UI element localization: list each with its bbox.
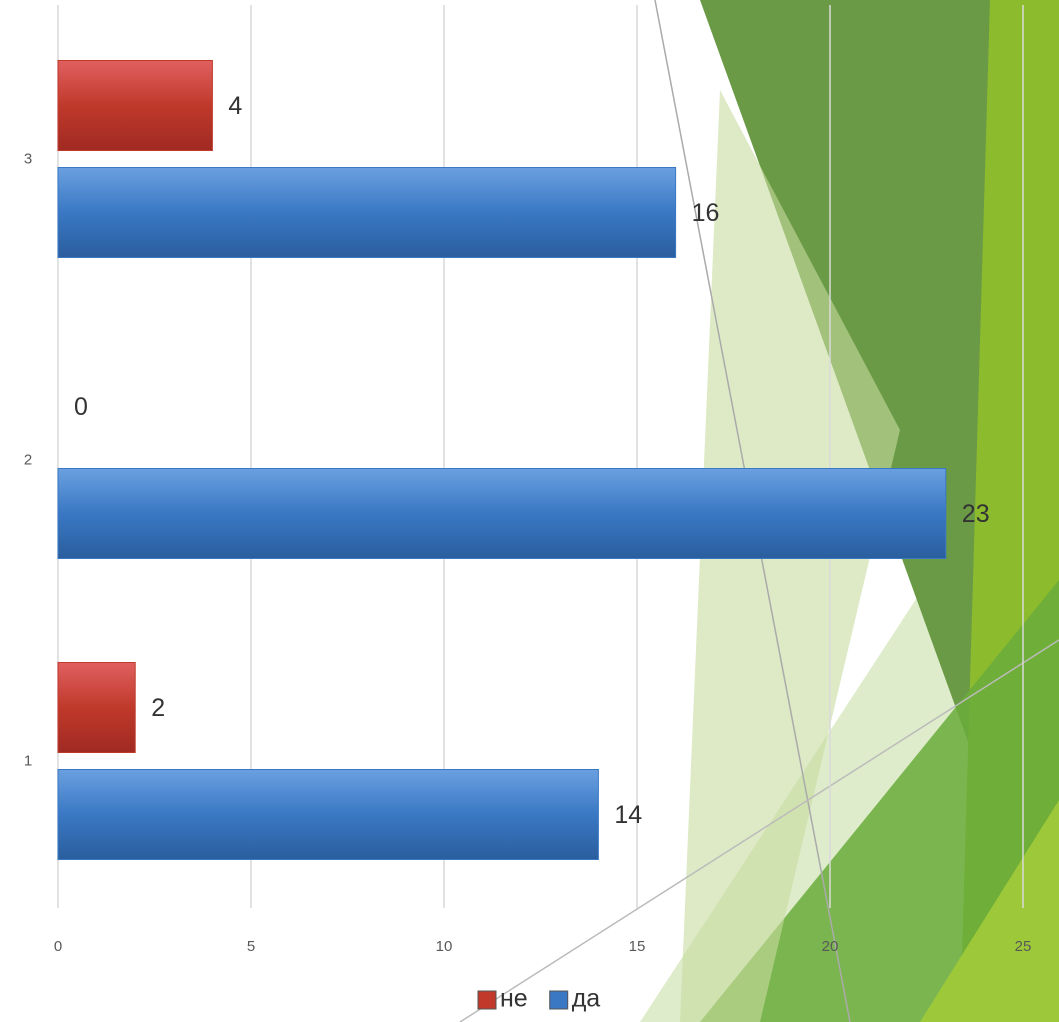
value-label: 2 — [151, 694, 165, 722]
bar — [58, 469, 946, 559]
value-label: 0 — [74, 393, 88, 421]
legend-label: да — [572, 985, 601, 1013]
value-label: 16 — [692, 199, 720, 227]
value-label: 14 — [614, 801, 642, 829]
y-tick-label: 1 — [24, 752, 32, 769]
x-tick-label: 25 — [1015, 938, 1032, 955]
value-label: 4 — [228, 92, 242, 120]
bar — [58, 770, 598, 860]
legend-label: не — [500, 985, 528, 1013]
y-tick-label: 2 — [24, 451, 32, 468]
x-tick-label: 20 — [822, 938, 839, 955]
value-label: 23 — [962, 500, 990, 528]
bar — [58, 663, 135, 753]
bar — [58, 168, 676, 258]
bar — [58, 61, 212, 151]
y-tick-label: 3 — [24, 150, 32, 167]
x-tick-label: 5 — [247, 938, 255, 955]
legend-swatch — [478, 991, 496, 1009]
x-tick-label: 15 — [629, 938, 646, 955]
legend-swatch — [550, 991, 568, 1009]
x-tick-label: 0 — [54, 938, 62, 955]
x-tick-label: 10 — [436, 938, 453, 955]
chart: 0510152025121420233416неда — [0, 0, 1059, 1022]
